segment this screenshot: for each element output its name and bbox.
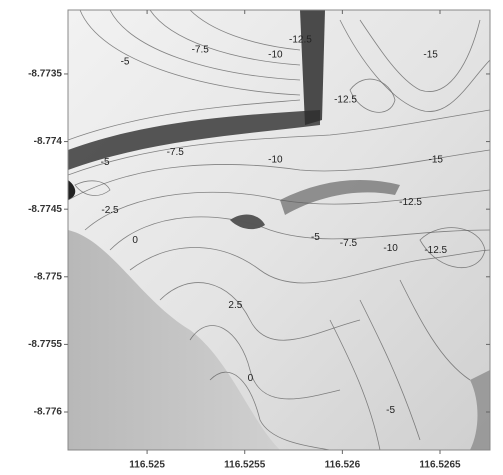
- contour-label: -7.5: [192, 45, 210, 56]
- y-tick-label: -8.774: [34, 136, 63, 147]
- relief: [68, 10, 490, 450]
- contour-label: -5: [101, 157, 110, 168]
- y-tick-label: -8.7735: [28, 69, 62, 80]
- contour-label: -12.5: [424, 245, 447, 256]
- x-tick-label: 116.5255: [224, 460, 266, 471]
- y-tick-label: -8.7755: [28, 339, 62, 350]
- x-tick-label: 116.5265: [419, 460, 461, 471]
- y-tick-label: -8.776: [34, 407, 63, 418]
- contour-label: -12.5: [399, 197, 422, 208]
- y-tick-label: -8.7745: [28, 204, 62, 215]
- contour-label: -5: [311, 232, 320, 243]
- contour-label: -12.5: [289, 35, 312, 46]
- contour-label: -12.5: [334, 95, 357, 106]
- contour-label: -15: [423, 50, 438, 61]
- plot-frame: [67, 9, 491, 451]
- y-tick-label: -8.775: [34, 271, 63, 282]
- contour-lines: [68, 10, 490, 450]
- contour-label: -5: [121, 57, 130, 68]
- contour-label: -10: [383, 243, 398, 254]
- contour-label: 0: [248, 373, 254, 384]
- x-tick-label: 116.525: [129, 460, 165, 471]
- contour-label: 0: [132, 235, 138, 246]
- contour-label: -5: [386, 405, 395, 416]
- contour-label: -10: [268, 50, 283, 61]
- x-tick-label: 116.526: [325, 460, 361, 471]
- contour-label: -7.5: [167, 147, 185, 158]
- contour-label: -7.5: [340, 238, 358, 249]
- contour-label: 2.5: [228, 300, 242, 311]
- contour-label: -15: [428, 155, 443, 166]
- contour-label: -2.5: [101, 205, 119, 216]
- contour-label: -10: [268, 155, 283, 166]
